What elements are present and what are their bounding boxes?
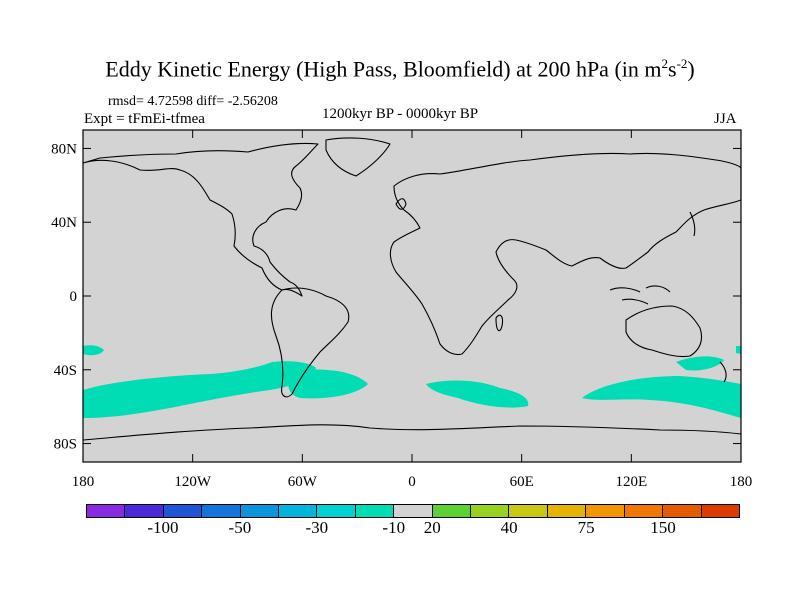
anomaly-tasman xyxy=(676,356,724,371)
colorbar-swatch xyxy=(355,505,395,517)
colorbar-label: -10 xyxy=(382,518,406,537)
colorbar-label: -100 xyxy=(147,518,179,537)
colorbar-swatch xyxy=(624,505,664,517)
colorbar-swatch xyxy=(394,505,433,517)
experiment-label: Expt = tFmEi-tfmea xyxy=(84,111,205,127)
lat-tick-label: 0 xyxy=(70,289,78,305)
lon-tick-label: 180 xyxy=(72,474,95,490)
lon-tick-label: 120E xyxy=(615,474,647,490)
rmsd-diff-text: rmsd= 4.72598 diff= -2.56208 xyxy=(108,94,278,109)
colorbar-swatch xyxy=(663,505,702,517)
colorbar-label: 40 xyxy=(500,518,518,537)
colorbar-swatch xyxy=(240,505,280,517)
lat-tick-label: 40N xyxy=(51,215,77,231)
colorbar-swatch xyxy=(586,505,625,517)
anomaly-east-edge xyxy=(736,346,741,354)
colorbar-swatch xyxy=(509,505,548,517)
south-america-coast xyxy=(270,287,350,398)
anomaly-west-edge xyxy=(83,345,104,356)
colorbar-swatch xyxy=(432,505,472,517)
colorbar-swatch xyxy=(279,505,318,517)
colorbar-swatch xyxy=(87,505,126,517)
anomaly-south-indian-east xyxy=(582,376,741,418)
longitude-axis: 180 120W 60W 0 60E 120E 180 xyxy=(72,130,753,490)
colorbar-swatch xyxy=(317,505,356,517)
antarctica-coast xyxy=(82,424,742,441)
period-label: 1200kyr BP - 0000kyr BP xyxy=(322,106,479,122)
greenland-coast xyxy=(325,137,391,177)
new-zealand-coast xyxy=(719,361,727,383)
colorbar-swatch xyxy=(163,505,203,517)
anomaly-south-indian-west xyxy=(426,380,529,408)
madagascar-coast xyxy=(495,314,504,332)
colorbar xyxy=(86,504,740,518)
colorbar-label: 75 xyxy=(577,518,595,537)
latitude-axis: 80N 40N 0 40S 80S xyxy=(51,141,741,453)
uk-coast xyxy=(395,198,407,210)
lon-tick-label: 120W xyxy=(174,474,212,490)
japan-coast xyxy=(689,211,696,237)
lon-tick-label: 60W xyxy=(288,474,318,490)
colorbar-label: -50 xyxy=(228,518,252,537)
colorbar-label: -30 xyxy=(305,518,329,537)
anomaly-regions xyxy=(83,345,741,418)
lon-tick-label: 60E xyxy=(510,474,534,490)
lat-tick-label: 40S xyxy=(54,363,77,379)
indonesia-coast xyxy=(609,285,671,305)
colorbar-swatch xyxy=(471,505,510,517)
coastlines xyxy=(82,137,742,441)
anomaly-south-pacific xyxy=(83,361,316,418)
colorbar-swatch xyxy=(125,505,164,517)
lon-tick-label: 0 xyxy=(408,474,416,490)
colorbar-label: 20 xyxy=(423,518,441,537)
colorbar-swatch xyxy=(202,505,241,517)
north-america-coast xyxy=(82,142,319,297)
colorbar-swatch xyxy=(547,505,587,517)
australia-coast xyxy=(625,305,703,358)
season-label: JJA xyxy=(714,111,737,127)
lat-tick-label: 80S xyxy=(54,437,77,453)
colorbar-label: 150 xyxy=(650,518,676,537)
anomaly-south-atlantic xyxy=(288,369,368,399)
map-background xyxy=(83,130,741,462)
lat-tick-label: 80N xyxy=(51,141,77,157)
chart-title: Eddy Kinetic Energy (High Pass, Bloomfie… xyxy=(105,56,695,82)
colorbar-swatch xyxy=(701,505,739,517)
lon-tick-label: 180 xyxy=(730,474,753,490)
eurasia-africa-coast xyxy=(389,152,742,356)
